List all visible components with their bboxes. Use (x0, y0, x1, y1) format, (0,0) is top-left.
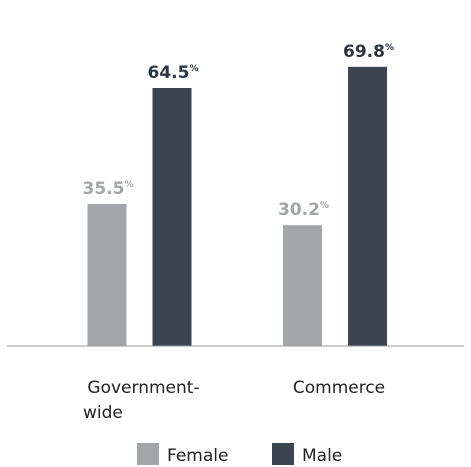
legend-item-male: Male (272, 443, 342, 466)
category-label-0-line-1: wide (83, 403, 123, 423)
category-label-1-line-0: Commerce (293, 378, 385, 398)
bars-layer (87, 66, 387, 347)
category-labels-layer: Government-wide Commerce (83, 378, 385, 423)
value-label-male-1: 69.8% (343, 42, 394, 62)
legend-label-male: Male (302, 446, 342, 466)
legend-label-female: Female (167, 446, 228, 466)
bar-male-0 (152, 88, 192, 346)
legend-item-female: Female (137, 443, 228, 466)
value-label-female-1: 30.2% (278, 200, 329, 220)
legend-swatch-female (137, 443, 159, 465)
value-label-male-0: 64.5% (148, 63, 199, 83)
bar-female-1 (283, 225, 322, 346)
value-label-female-0: 35.5% (83, 179, 134, 199)
legend-swatch-male (272, 443, 294, 465)
legend: Female Male (137, 443, 342, 466)
category-label-0-line-0: Government- (87, 378, 199, 398)
bar-male-1 (348, 66, 387, 347)
value-labels-layer: 35.5% 64.5% 30.2% 69.8% (83, 42, 394, 220)
bar-female-0 (87, 204, 127, 346)
